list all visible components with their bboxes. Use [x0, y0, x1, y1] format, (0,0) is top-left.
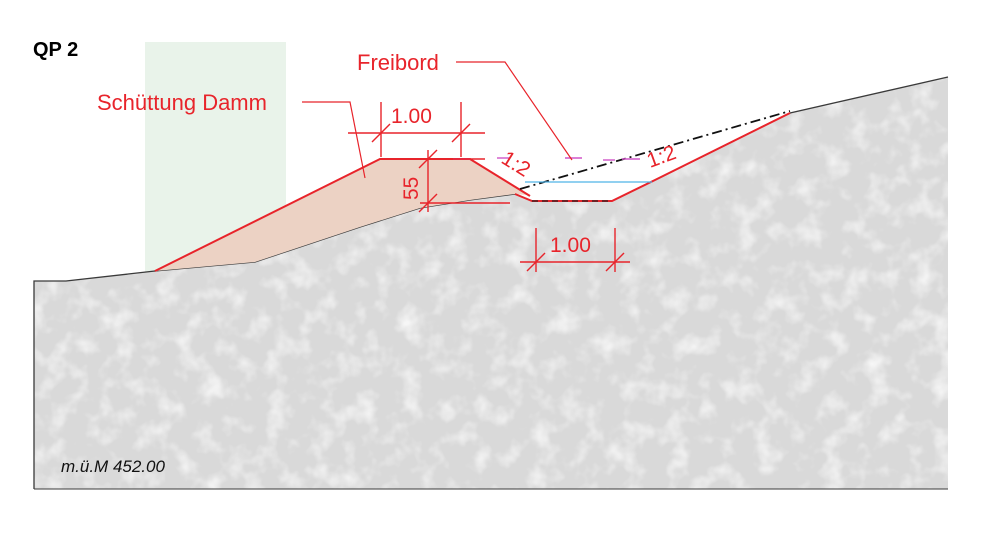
ditch-outline [514, 112, 791, 202]
slope-right-label: 1:2 [644, 141, 679, 173]
schuettung-leader [302, 101, 366, 179]
page-title: QP 2 [33, 39, 78, 61]
freibord-label: Freibord [357, 50, 439, 75]
terrain-section [34, 77, 948, 489]
crest-width-label: 1.00 [391, 105, 432, 128]
ditch-width-label: 1.00 [550, 234, 591, 257]
ditch-width-dimension [520, 228, 630, 272]
height-dimension [418, 149, 510, 213]
dam-height-label: 55 [400, 177, 423, 200]
freibord-leader [456, 61, 573, 161]
elevation-label: m.ü.M 452.00 [61, 457, 165, 476]
slope-left-label: 1:2 [497, 147, 534, 182]
dam-fill [155, 159, 527, 271]
crest-width-dimension [348, 102, 485, 157]
schuettung-label: Schüttung Damm [97, 90, 267, 115]
dash-dot-line [519, 110, 791, 190]
